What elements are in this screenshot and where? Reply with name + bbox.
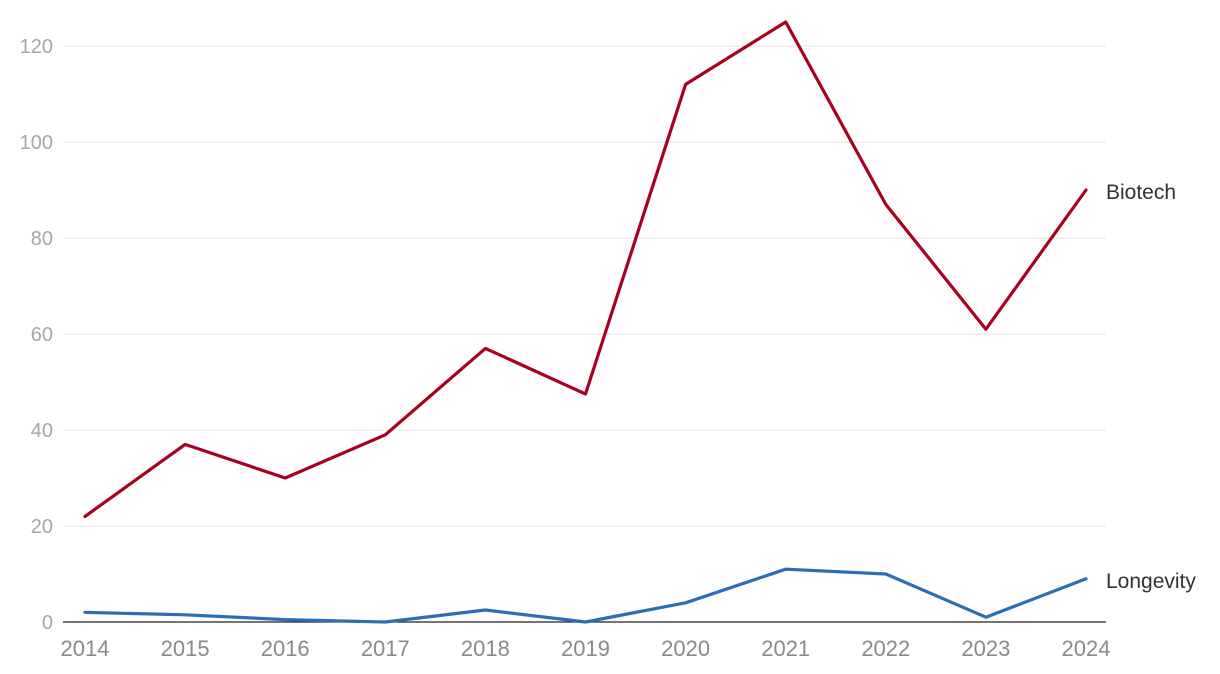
y-tick-label: 100 bbox=[20, 132, 53, 154]
x-tick-label: 2020 bbox=[661, 636, 710, 661]
y-tick-label: 0 bbox=[42, 612, 53, 634]
y-axis-tick-labels: 0 20 40 60 80 100 120 bbox=[20, 36, 53, 634]
x-tick-label: 2019 bbox=[561, 636, 610, 661]
x-tick-label: 2016 bbox=[261, 636, 310, 661]
x-tick-label: 2024 bbox=[1062, 636, 1111, 661]
x-tick-label: 2022 bbox=[861, 636, 910, 661]
series-labels: Biotech Longevity bbox=[1106, 181, 1196, 593]
x-tick-label: 2021 bbox=[761, 636, 810, 661]
series-label-biotech: Biotech bbox=[1106, 181, 1176, 204]
x-tick-label: 2017 bbox=[361, 636, 410, 661]
x-tick-label: 2014 bbox=[61, 636, 110, 661]
y-tick-label: 40 bbox=[31, 420, 53, 442]
y-tick-label: 80 bbox=[31, 228, 53, 250]
x-axis-tick-labels: 2014 2015 2016 2017 2018 2019 2020 2021 2022 2023… bbox=[61, 636, 1111, 661]
series-line-biotech bbox=[83, 20, 1088, 519]
x-tick-label: 2018 bbox=[461, 636, 510, 661]
series-label-longevity: Longevity bbox=[1106, 570, 1196, 593]
series-lines bbox=[83, 20, 1088, 624]
series-line-longevity bbox=[83, 567, 1088, 624]
gridlines bbox=[63, 45, 1106, 623]
y-tick-label: 120 bbox=[20, 36, 53, 58]
y-tick-label: 60 bbox=[31, 324, 53, 346]
x-tick-label: 2015 bbox=[161, 636, 210, 661]
x-tick-label: 2023 bbox=[961, 636, 1010, 661]
y-tick-label: 20 bbox=[31, 516, 53, 538]
